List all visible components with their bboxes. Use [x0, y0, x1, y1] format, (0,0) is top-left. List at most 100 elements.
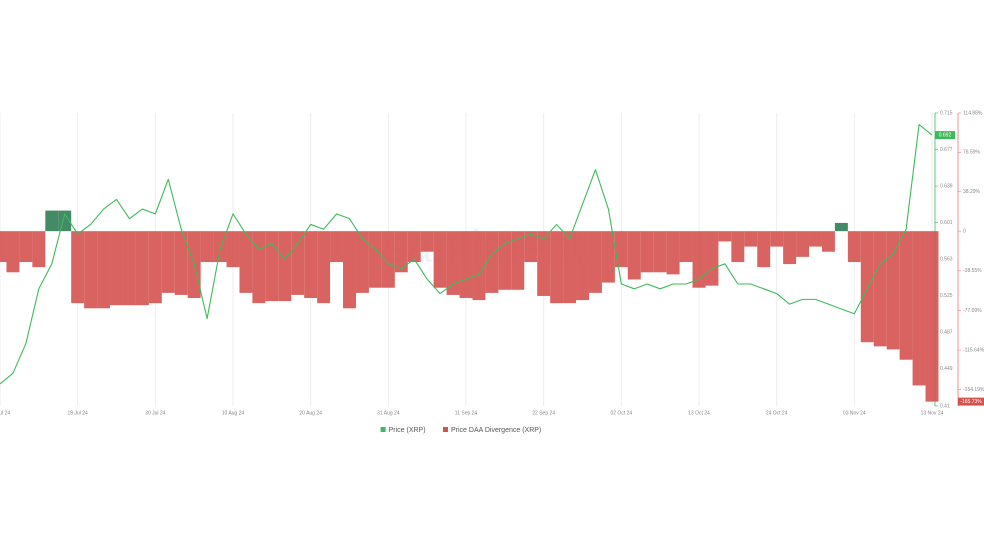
bar [821, 231, 835, 252]
bar [511, 231, 525, 290]
x-tick-label: 31 Aug 24 [377, 410, 400, 416]
legend-swatch [380, 427, 386, 432]
y2-tick-label: -154.19% [963, 387, 984, 393]
y-tick-label: 0.487 [940, 329, 953, 335]
x-tick-label: 11 Sep 24 [455, 410, 478, 416]
bar [912, 231, 926, 386]
bar [32, 231, 46, 268]
bar [304, 231, 318, 299]
bar [783, 231, 797, 265]
bar [84, 231, 98, 309]
bar [45, 210, 59, 232]
bar [770, 231, 784, 247]
x-tick-label: 03 Nov 24 [843, 410, 866, 416]
bar [640, 231, 654, 273]
bar [446, 231, 460, 295]
bar [899, 231, 913, 360]
bar [213, 231, 227, 263]
bar [97, 231, 111, 309]
bar [757, 231, 771, 268]
bar [407, 231, 421, 263]
bar [459, 231, 473, 299]
bar [161, 231, 175, 293]
y2-tick-label: -115.64% [963, 347, 984, 353]
legend-swatch [443, 427, 448, 432]
bar [381, 231, 395, 288]
bar [498, 231, 512, 290]
bar [705, 231, 719, 286]
value-label: 0.692 [939, 132, 952, 138]
y-tick-label: 0.563 [940, 256, 953, 262]
bar [588, 231, 602, 293]
y2-tick-label: 38.29% [963, 189, 981, 195]
bar [368, 231, 382, 288]
bar [563, 231, 577, 304]
bar [886, 231, 900, 350]
bar [873, 231, 887, 347]
bar [925, 231, 939, 402]
bar [19, 231, 33, 263]
x-tick-label: 19 Jul 24 [68, 410, 89, 416]
bar [122, 231, 136, 306]
x-tick-label: 20 Aug 24 [299, 410, 322, 416]
bar [174, 231, 188, 295]
bar [291, 231, 305, 295]
x-tick-label: 13 Oct 24 [688, 410, 710, 416]
bar [343, 231, 356, 309]
x-tick-label: 24 Oct 24 [766, 410, 788, 416]
bar [278, 231, 292, 302]
bar [148, 231, 162, 304]
bar [0, 231, 7, 263]
y-tick-label: 0.639 [940, 183, 953, 189]
y-tick-label: 0.715 [940, 110, 953, 116]
bar [239, 231, 253, 293]
bar [601, 231, 615, 283]
bar [614, 231, 628, 268]
x-tick-label: 02 Oct 24 [610, 410, 632, 416]
y-tick-label: 0.41 [940, 403, 950, 409]
legend: Price (XRP) Price DAA Divergence (XRP) [380, 427, 541, 434]
bar [796, 231, 810, 257]
bar [550, 231, 564, 304]
value-label: -165.73% [960, 399, 982, 405]
bar [71, 231, 85, 304]
y2-tick-label: -77.09% [963, 308, 982, 314]
bar [330, 231, 344, 263]
y2-tick-label: 76.59% [963, 150, 981, 156]
y-tick-label: 0.677 [940, 147, 953, 153]
bar [809, 231, 822, 247]
bar [252, 231, 266, 304]
bar [576, 231, 589, 301]
bar [226, 231, 240, 268]
bar [472, 231, 486, 301]
bar [485, 231, 499, 293]
bar [110, 231, 123, 306]
value-badge [958, 397, 984, 406]
x-tick-label: 10 Aug 24 [222, 410, 245, 416]
bar [627, 231, 641, 280]
bar [265, 231, 279, 302]
bar [433, 231, 447, 288]
y2-tick-label: 114.88% [963, 110, 983, 116]
bar [420, 231, 434, 252]
bar [731, 231, 745, 263]
bar [834, 222, 848, 232]
x-tick-label: 13 Nov 24 [921, 410, 944, 416]
x-tick-label: 30 Jul 24 [145, 410, 166, 416]
bar [860, 231, 874, 343]
bar [666, 231, 680, 275]
bar [744, 231, 758, 247]
bar [718, 231, 732, 242]
legend-label: Price (XRP) [389, 427, 426, 434]
bar [355, 231, 369, 293]
bar [537, 231, 551, 296]
legend-label: Price DAA Divergence (XRP) [451, 427, 541, 434]
bar [524, 231, 538, 263]
bar [6, 231, 20, 273]
bar [692, 231, 706, 288]
y2-tick-label: 0 [963, 228, 966, 234]
bar [200, 231, 214, 263]
bar [847, 231, 861, 263]
price-line [0, 123, 933, 385]
